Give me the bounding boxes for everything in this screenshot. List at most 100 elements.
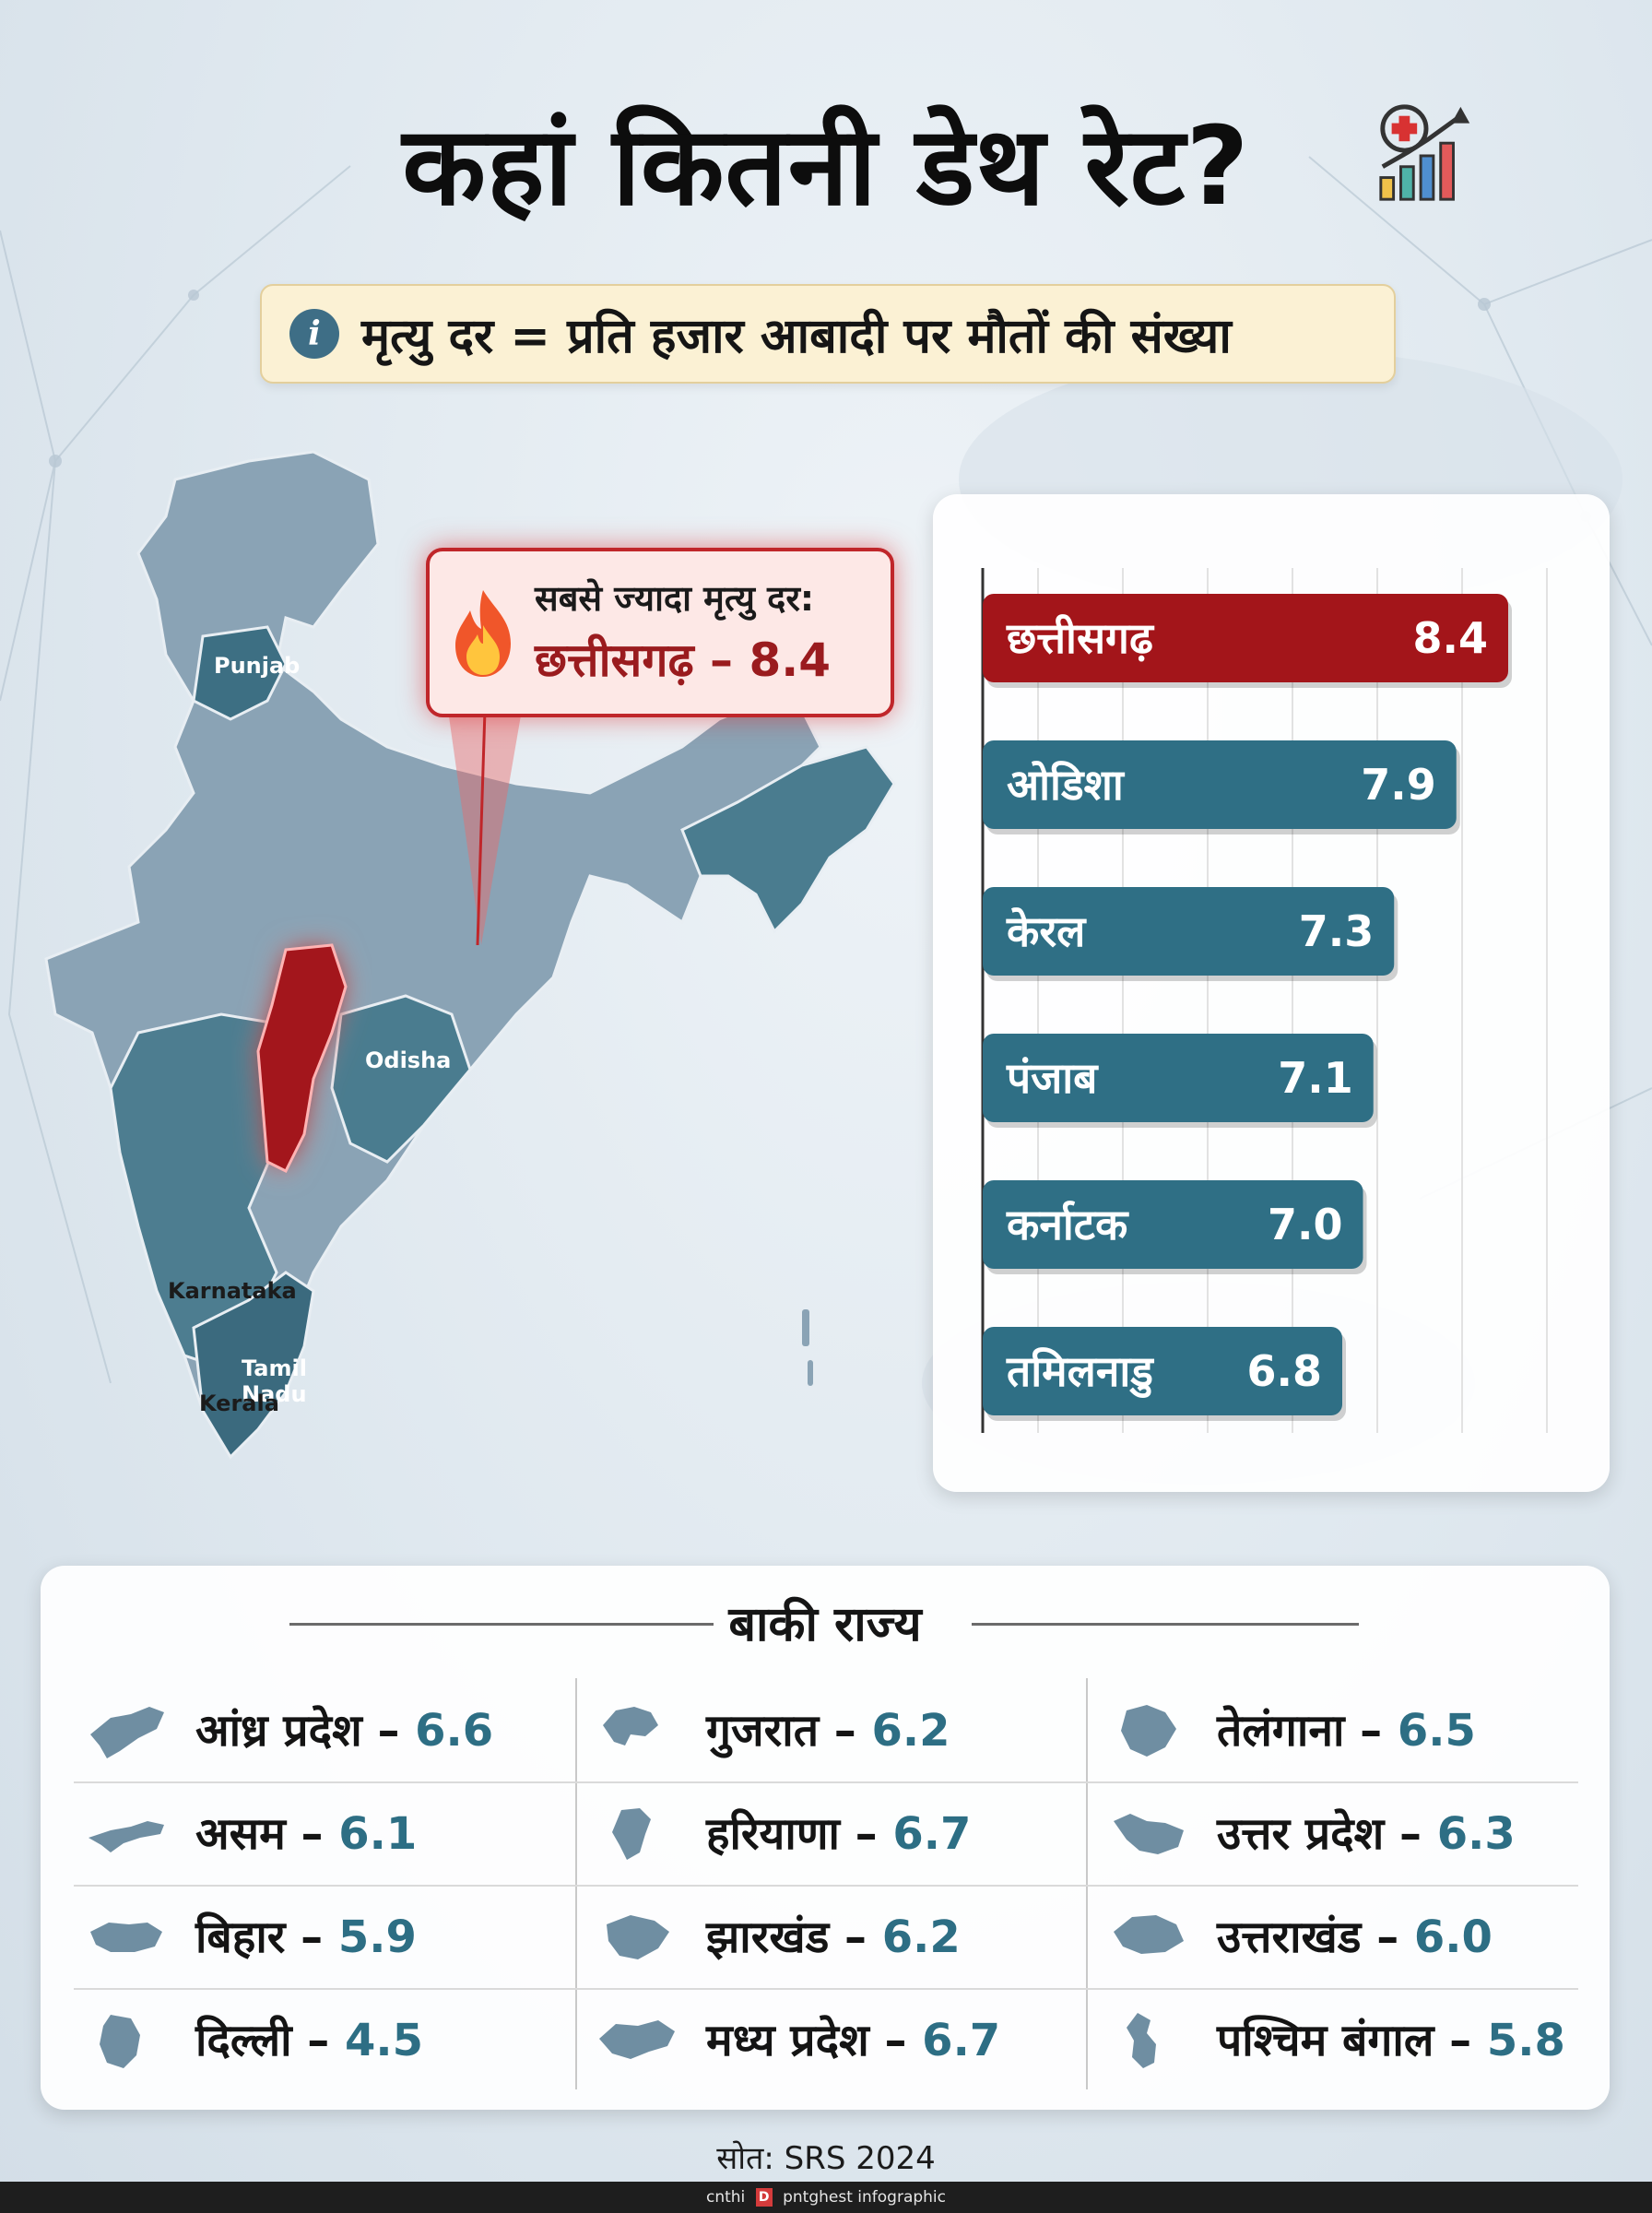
bar-category-label: छत्तीसगढ़	[1006, 613, 1155, 663]
tamil-nadu-kerala-region	[192, 1271, 315, 1460]
delhi-map-icon	[100, 2014, 140, 2068]
state-value: 6.2	[881, 1911, 961, 1963]
uttarakhand-map-icon	[1114, 1914, 1184, 1954]
bar-value-label: 7.0	[1268, 1200, 1343, 1249]
chhattisgarh-state	[256, 943, 348, 1174]
state-label: गुजरात – 6.2	[706, 1699, 950, 1759]
bar-value-label: 6.8	[1247, 1346, 1323, 1396]
state-name: गुजरात –	[706, 1705, 872, 1757]
state-name: बिहार –	[195, 1911, 338, 1963]
bar-4	[983, 1180, 1363, 1269]
row-divider	[74, 1988, 1578, 1990]
telangana-map-icon	[1121, 1704, 1176, 1757]
bar-0	[983, 594, 1508, 682]
other-states-heading: बाकी राज्य	[728, 1597, 922, 1652]
state-value: 6.0	[1413, 1911, 1493, 1963]
bar-3	[983, 1034, 1374, 1122]
state-label: बिहार – 5.9	[195, 1906, 417, 1966]
callout-value: छत्तीसगढ़ – 8.4	[535, 633, 832, 687]
state-value: 6.2	[871, 1705, 950, 1757]
highest-rate-callout: सबसे ज्यादा मृत्यु दर: छत्तीसगढ़ – 8.4	[426, 548, 894, 717]
other-states-grid: आंध्र प्रदेश – 6.6 गुजरात – 6.2 तेलंगाना –…	[74, 1678, 1578, 2089]
state-value: 6.1	[338, 1808, 418, 1860]
odisha-state	[330, 994, 472, 1164]
state-name: हरियाणा –	[706, 1808, 893, 1860]
footer-bar: cnthi D pntghest infographic	[0, 2182, 1652, 2213]
state-item: मध्य प्रदेश – 6.7	[584, 1988, 1086, 2090]
map-label-kerala: Kerala	[199, 1391, 279, 1416]
callout-heading: सबसे ज्यादा मृत्यु दर:	[535, 578, 815, 619]
state-label: असम – 6.1	[195, 1803, 417, 1863]
footer-left-text: cnthi	[705, 2188, 746, 2207]
state-label: पश्चिम बंगाल – 5.8	[1217, 2009, 1565, 2069]
state-value: 6.7	[892, 1808, 972, 1860]
bar-category-label: पंजाब	[1006, 1053, 1099, 1103]
heading-rule-left	[289, 1623, 714, 1626]
fire-icon	[455, 590, 511, 677]
state-item: आंध्र प्रदेश – 6.6	[74, 1678, 575, 1781]
row-divider	[74, 1885, 1578, 1887]
haryana-map-icon	[612, 1807, 651, 1860]
column-divider	[1086, 1678, 1088, 2089]
row-divider	[74, 1781, 1578, 1783]
footer-right-text: pntghest infographic	[783, 2188, 946, 2207]
bar-value-label: 8.4	[1413, 613, 1489, 663]
map-label-karnataka: Karnataka	[168, 1278, 297, 1304]
state-name: मध्य प्रदेश –	[706, 2015, 923, 2066]
state-name: असम –	[195, 1808, 339, 1860]
uttar-pradesh-map-icon	[1114, 1813, 1184, 1854]
top-states-bar-chart: छत्तीसगढ़ 8.4 ओडिशा 7.9 केरल 7.3 पंजाब 7.1 कर्ना…	[981, 568, 1548, 1433]
state-name: तेलंगाना –	[1217, 1705, 1398, 1757]
state-name: उत्तराखंड –	[1217, 1911, 1414, 1963]
gujarat-map-icon	[603, 1706, 658, 1746]
footer-logo: D	[755, 2188, 773, 2207]
bar-value-label: 7.1	[1278, 1053, 1353, 1103]
state-label: उत्तराखंड – 6.0	[1217, 1906, 1493, 1966]
state-name: आंध्र प्रदेश –	[195, 1705, 416, 1757]
bar-2	[983, 887, 1395, 976]
state-label: दिल्ली – 4.5	[195, 2009, 423, 2069]
medical-chart-icon	[1379, 104, 1470, 201]
bihar-map-icon	[90, 1922, 162, 1952]
bar-category-label: तमिलनाडु	[1006, 1346, 1154, 1399]
state-item: पश्चिम बंगाल – 5.8	[1095, 1988, 1597, 2090]
state-value: 6.6	[415, 1705, 494, 1757]
state-value: 6.7	[922, 2015, 1001, 2066]
state-name: झारखंड –	[706, 1911, 882, 1963]
map-label-tamil-nadu-2: Nadu	[242, 1381, 307, 1407]
west-bengal-map-icon	[1127, 2012, 1156, 2068]
state-item: उत्तराखंड – 6.0	[1095, 1885, 1597, 1987]
state-label: आंध्र प्रदेश – 6.6	[195, 1699, 493, 1759]
bar-category-label: केरल	[1006, 906, 1087, 956]
state-label: उत्तर प्रदेश – 6.3	[1217, 1803, 1516, 1863]
state-value: 6.3	[1436, 1808, 1516, 1860]
andhra-pradesh-map-icon	[90, 1706, 164, 1758]
madhya-pradesh-map-icon	[599, 2019, 675, 2059]
bar-value-label: 7.3	[1299, 906, 1375, 956]
bar-value-label: 7.9	[1361, 760, 1436, 810]
bar-5	[983, 1327, 1342, 1415]
punjab-state	[192, 625, 288, 721]
map-label-punjab: Punjab	[214, 653, 300, 679]
state-item: झारखंड – 6.2	[584, 1885, 1086, 1987]
assam-map-icon	[88, 1820, 164, 1852]
heading-rule-right	[972, 1623, 1359, 1626]
page-title: कहां कितनी डेथ रेट?	[402, 102, 1250, 230]
jharkhand-map-icon	[607, 1914, 669, 1959]
state-label: तेलंगाना – 6.5	[1217, 1699, 1476, 1759]
india-map: Punjab Odisha Karnataka Tamil Nadu Keral…	[44, 450, 896, 1460]
state-name: उत्तर प्रदेश –	[1217, 1808, 1437, 1860]
state-item: दिल्ली – 4.5	[74, 1988, 575, 2090]
column-divider	[575, 1678, 577, 2089]
state-item: तेलंगाना – 6.5	[1095, 1678, 1597, 1781]
state-label: मध्य प्रदेश – 6.7	[706, 2009, 1000, 2069]
source-note: सोत: SRS 2024	[716, 2140, 936, 2177]
state-value: 5.8	[1486, 2015, 1565, 2066]
state-label: झारखंड – 6.2	[706, 1906, 961, 1966]
map-label-tamil-nadu-1: Tamil	[242, 1355, 307, 1381]
bar-category-label: कर्नाटक	[1006, 1200, 1129, 1249]
state-item: हरियाणा – 6.7	[584, 1781, 1086, 1884]
state-value: 4.5	[344, 2015, 423, 2066]
info-icon: i	[289, 309, 339, 359]
state-name: पश्चिम बंगाल –	[1217, 2015, 1487, 2066]
